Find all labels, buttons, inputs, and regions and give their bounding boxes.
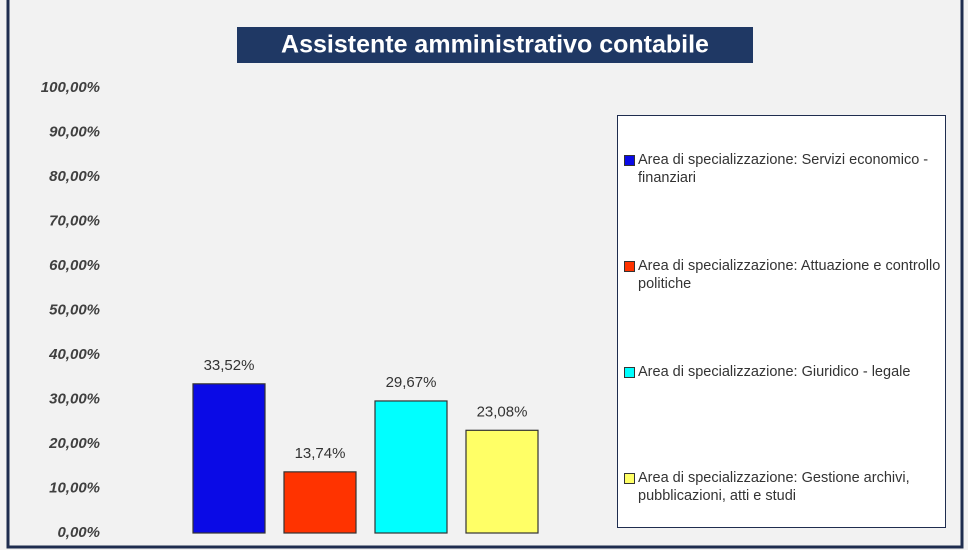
legend-label: Area di specializzazione: Gestione archi… [638,470,910,504]
y-tick-label: 0,00% [57,524,100,541]
value-label: 23,08% [477,403,528,420]
value-label: 13,74% [295,445,346,462]
y-tick-label: 10,00% [49,479,100,496]
legend-item: Area di specializzazione: Servizi econom… [624,151,942,187]
y-tick-label: 30,00% [49,390,100,407]
bar [283,471,357,534]
y-tick-label: 100,00% [41,79,100,96]
legend-label: Area di specializzazione: Giuridico - le… [638,364,911,380]
value-label: 29,67% [386,374,437,391]
y-tick-label: 60,00% [49,257,100,274]
legend-swatch [624,473,635,484]
legend-item: Area di specializzazione: Giuridico - le… [624,363,942,381]
bar [374,400,448,534]
y-tick-label: 70,00% [49,212,100,229]
legend: Area di specializzazione: Servizi econom… [617,115,946,528]
y-tick-label: 20,00% [48,435,100,452]
legend-label: Area di specializzazione: Attuazione e c… [638,258,941,292]
y-tick-label: 90,00% [49,123,100,140]
legend-swatch [624,367,635,378]
y-tick-label: 40,00% [48,346,100,363]
legend-label: Area di specializzazione: Servizi econom… [638,152,929,186]
bar [465,429,539,534]
chart-title: Assistente amministrativo contabile [281,31,709,59]
y-tick-label: 50,00% [49,301,100,318]
legend-item: Area di specializzazione: Gestione archi… [624,469,942,505]
title-box [237,27,753,63]
y-tick-label: 80,00% [49,168,100,185]
legend-swatch [624,261,635,272]
frame-border [6,0,964,549]
value-label: 33,52% [204,357,255,374]
legend-item: Area di specializzazione: Attuazione e c… [624,257,942,293]
legend-swatch [624,155,635,166]
bar [192,383,266,534]
